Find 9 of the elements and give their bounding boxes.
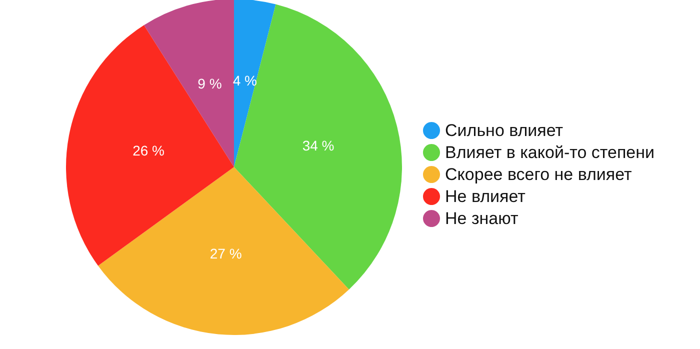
data-label: 9 % bbox=[198, 75, 222, 92]
legend-label: Скорее всего не влияет bbox=[445, 165, 632, 184]
legend-label: Влияет в какой-то степени bbox=[445, 143, 654, 162]
data-label: 34 % bbox=[302, 137, 334, 154]
data-label: 27 % bbox=[210, 246, 242, 262]
legend-label: Не влияет bbox=[445, 187, 526, 206]
legend-label: Сильно влияет bbox=[445, 121, 564, 140]
legend-label: Не знают bbox=[445, 209, 518, 228]
data-label: 26 % bbox=[132, 142, 164, 159]
